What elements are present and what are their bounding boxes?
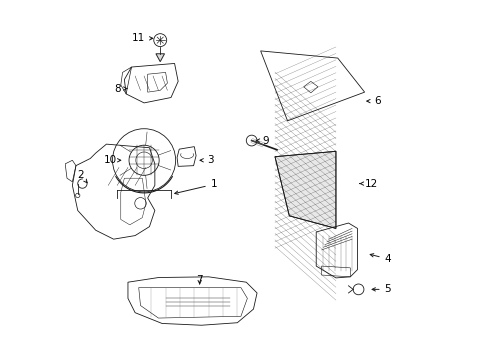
Text: 8: 8: [114, 84, 126, 94]
Polygon shape: [156, 54, 164, 62]
Text: 4: 4: [369, 254, 390, 264]
Text: 12: 12: [359, 179, 378, 189]
Text: 7: 7: [196, 275, 203, 285]
Text: 1: 1: [174, 179, 217, 194]
Text: 9: 9: [256, 136, 269, 145]
Text: 11: 11: [132, 33, 152, 43]
Text: 2: 2: [77, 170, 87, 183]
Text: 6: 6: [366, 96, 380, 106]
Text: 10: 10: [103, 155, 121, 165]
Polygon shape: [274, 151, 335, 228]
Text: 3: 3: [200, 155, 213, 165]
Text: 5: 5: [371, 284, 390, 294]
